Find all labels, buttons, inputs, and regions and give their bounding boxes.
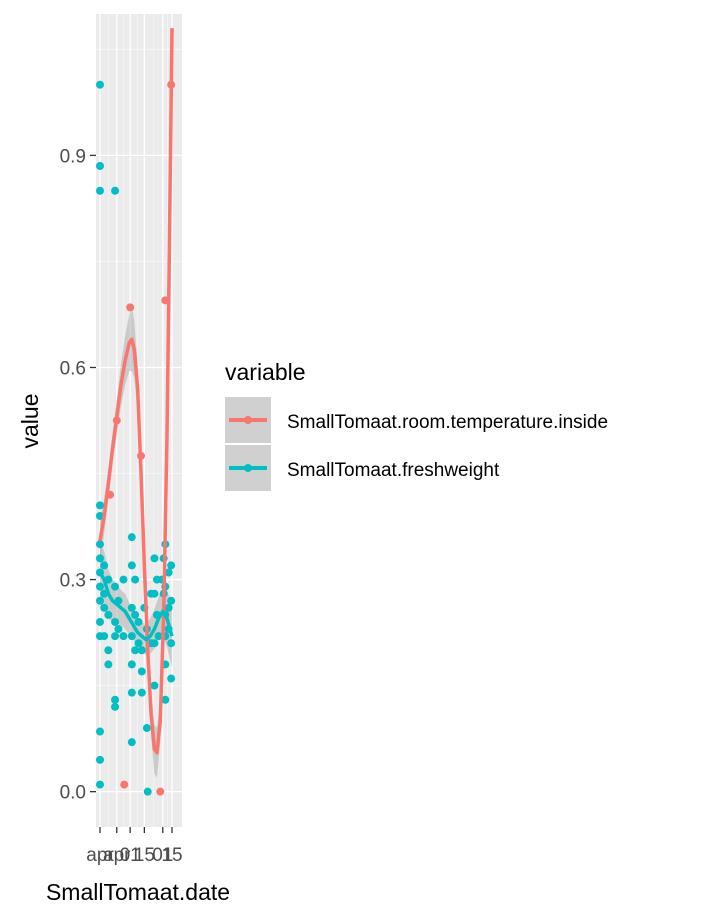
x-tick-label: 01 [152,845,173,866]
data-point [164,603,173,612]
y-tick-label: 0.9 [60,146,86,167]
data-point [96,582,104,591]
legend-title: variable [225,359,306,385]
legend-key-temperature [225,397,271,443]
data-point [134,617,143,626]
data-points [96,80,176,796]
legend: variable SmallTomaat.room.temperature.in… [225,359,608,491]
data-point [137,667,146,676]
data-point [127,603,136,612]
data-point [96,780,104,789]
data-point [111,186,120,195]
data-point [100,561,109,570]
data-point [161,695,170,704]
legend-label-freshweight: SmallTomaat.freshweight [287,460,500,481]
smooth-lines [98,28,174,755]
data-point [134,639,143,648]
y-tick-label: 0.6 [60,358,86,379]
data-point [142,724,151,733]
data-point [96,727,104,736]
data-point [167,561,176,570]
x-tick-label: 15 [134,845,155,866]
y-tick-label: 0.0 [60,783,86,804]
data-point [96,755,104,764]
data-point [96,596,104,605]
legend-key-point [244,416,252,424]
data-point [104,646,113,655]
series-line [98,571,174,642]
data-point [111,582,120,591]
data-point [167,639,176,648]
x-axis-title: SmallTomaat.date [46,879,230,905]
confidence-band [100,540,172,668]
data-point [96,540,104,549]
data-point [150,589,159,598]
data-point [104,660,113,669]
data-point [127,660,136,669]
data-point [164,568,173,577]
data-point [114,625,123,634]
data-point [126,303,135,312]
data-point [96,554,104,563]
legend-label-temperature: SmallTomaat.room.temperature.inside [287,412,608,433]
series-line [98,28,174,755]
confidence-bands [100,28,172,778]
data-point [120,780,129,789]
data-point [96,511,104,520]
data-point [156,787,165,796]
data-point [96,617,104,626]
data-point [127,561,136,570]
data-point [96,80,104,89]
data-point [111,617,120,626]
data-point [154,632,163,641]
data-point [127,632,136,641]
data-point [111,702,120,711]
y-axis-title: value [17,394,43,449]
x-tick-label: 01 [120,845,141,866]
data-point [167,596,176,605]
data-point [167,674,176,683]
legend-key-point [244,464,252,472]
data-point [119,575,128,584]
data-point [137,688,146,697]
data-point [100,603,109,612]
data-point [150,554,159,563]
data-point [150,681,159,690]
data-point [127,688,136,697]
data-point [131,575,140,584]
data-point [131,610,140,619]
y-tick-label: 0.3 [60,571,86,592]
x-tick-label: 15 [161,845,182,866]
data-point [127,533,136,542]
x-tick-label: apr [86,845,114,866]
data-point [100,632,109,641]
data-point [111,632,120,641]
data-point [111,695,120,704]
data-point [131,646,140,655]
data-point [143,787,152,796]
data-point [104,610,113,619]
data-point [150,639,159,648]
data-point [96,186,104,195]
data-point [137,646,146,655]
legend-key-freshweight [225,445,271,491]
data-point [96,501,104,510]
data-point [119,632,128,641]
data-point [127,738,136,747]
x-tick-label: apr [103,845,131,866]
data-point [96,161,104,170]
